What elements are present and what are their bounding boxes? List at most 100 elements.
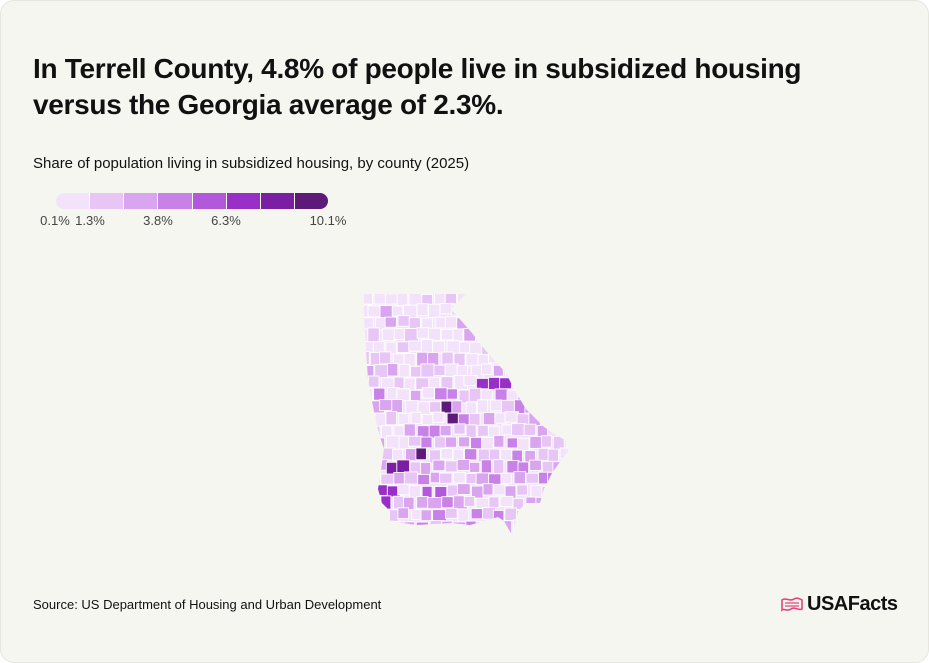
county-shape bbox=[415, 447, 427, 461]
county-shape bbox=[494, 388, 509, 402]
county-shape bbox=[574, 450, 576, 462]
county-shape bbox=[444, 316, 458, 329]
county-shape bbox=[528, 533, 541, 535]
county-shape bbox=[566, 413, 568, 427]
county-shape bbox=[451, 400, 463, 414]
county-shape bbox=[364, 497, 372, 510]
county-shape bbox=[457, 508, 470, 523]
county-shape bbox=[560, 423, 568, 436]
county-shape bbox=[481, 341, 493, 356]
county-shape bbox=[384, 509, 399, 522]
county-shape bbox=[369, 425, 381, 440]
county-shape bbox=[487, 303, 499, 316]
county-shape bbox=[385, 411, 398, 426]
county-shape bbox=[428, 303, 441, 318]
county-shape bbox=[530, 387, 541, 401]
county-shape bbox=[410, 508, 422, 520]
county-shape bbox=[549, 304, 565, 319]
legend-tick-label: 6.3% bbox=[211, 213, 241, 228]
county-shape bbox=[554, 339, 566, 351]
county-shape bbox=[384, 294, 399, 305]
county-shape bbox=[493, 459, 505, 474]
logo-text: USAFacts bbox=[807, 593, 898, 615]
county-shape bbox=[506, 437, 518, 449]
county-shape bbox=[559, 473, 568, 488]
county-shape bbox=[373, 387, 386, 401]
county-shape bbox=[444, 460, 458, 473]
county-shape bbox=[408, 340, 423, 352]
county-shape bbox=[379, 305, 394, 319]
county-shape bbox=[573, 473, 576, 484]
county-shape bbox=[373, 507, 387, 520]
county-shape bbox=[566, 483, 568, 497]
county-shape bbox=[432, 340, 445, 354]
county-shape bbox=[367, 375, 380, 388]
legend-swatch bbox=[90, 193, 125, 209]
county-shape bbox=[434, 532, 446, 535]
county-shape bbox=[480, 317, 495, 329]
county-shape bbox=[446, 412, 460, 425]
county-shape bbox=[429, 401, 442, 413]
county-shape bbox=[540, 412, 553, 426]
county-shape bbox=[528, 341, 543, 354]
county-shape bbox=[420, 363, 435, 378]
county-shape bbox=[444, 436, 458, 448]
county-shape bbox=[364, 449, 368, 462]
county-shape bbox=[364, 376, 369, 392]
county-shape bbox=[492, 509, 505, 525]
county-shape bbox=[552, 461, 567, 476]
county-shape bbox=[451, 304, 464, 316]
county-shape bbox=[441, 520, 453, 533]
county-shape bbox=[500, 472, 512, 485]
county-shape bbox=[457, 294, 469, 307]
county-shape bbox=[553, 507, 567, 522]
county-shape bbox=[456, 364, 469, 378]
county-shape bbox=[380, 495, 392, 510]
county-shape bbox=[512, 519, 526, 533]
county-shape bbox=[525, 472, 539, 484]
county-shape bbox=[416, 496, 429, 509]
county-shape bbox=[470, 294, 483, 306]
county-shape bbox=[516, 484, 528, 496]
county-shape bbox=[440, 448, 454, 460]
county-shape bbox=[364, 460, 374, 472]
county-shape bbox=[410, 365, 422, 378]
county-shape bbox=[540, 339, 552, 354]
county-shape bbox=[420, 462, 432, 477]
county-shape bbox=[364, 294, 373, 305]
county-shape bbox=[386, 533, 399, 535]
county-shape bbox=[465, 401, 477, 415]
county-shape bbox=[574, 352, 577, 365]
county-shape bbox=[573, 306, 576, 318]
county-shape bbox=[513, 376, 525, 389]
county-shape bbox=[434, 316, 446, 329]
county-shape bbox=[535, 327, 549, 341]
county-shape bbox=[364, 413, 376, 427]
county-shape bbox=[396, 294, 409, 307]
legend-swatch bbox=[260, 193, 295, 209]
county-shape bbox=[529, 508, 541, 520]
county-shape bbox=[560, 303, 568, 317]
county-shape bbox=[541, 316, 553, 331]
county-shape bbox=[525, 327, 538, 339]
county-shape bbox=[542, 294, 558, 308]
county-shape bbox=[405, 400, 420, 415]
county-shape bbox=[566, 363, 568, 378]
county-shape bbox=[434, 387, 448, 401]
county-shape bbox=[398, 412, 410, 425]
county-shape bbox=[410, 411, 422, 425]
county-shape bbox=[444, 363, 459, 378]
county-shape bbox=[439, 472, 453, 484]
county-shape bbox=[463, 375, 478, 387]
county-shape bbox=[476, 399, 489, 414]
county-shape bbox=[553, 533, 566, 535]
county-shape bbox=[475, 497, 490, 510]
county-shape bbox=[386, 435, 401, 450]
county-shape bbox=[489, 329, 503, 344]
county-shape bbox=[441, 496, 454, 509]
county-shape bbox=[380, 473, 395, 485]
county-shape bbox=[379, 399, 394, 412]
county-shape bbox=[374, 412, 386, 428]
county-shape bbox=[432, 411, 445, 423]
county-shape bbox=[456, 483, 471, 495]
